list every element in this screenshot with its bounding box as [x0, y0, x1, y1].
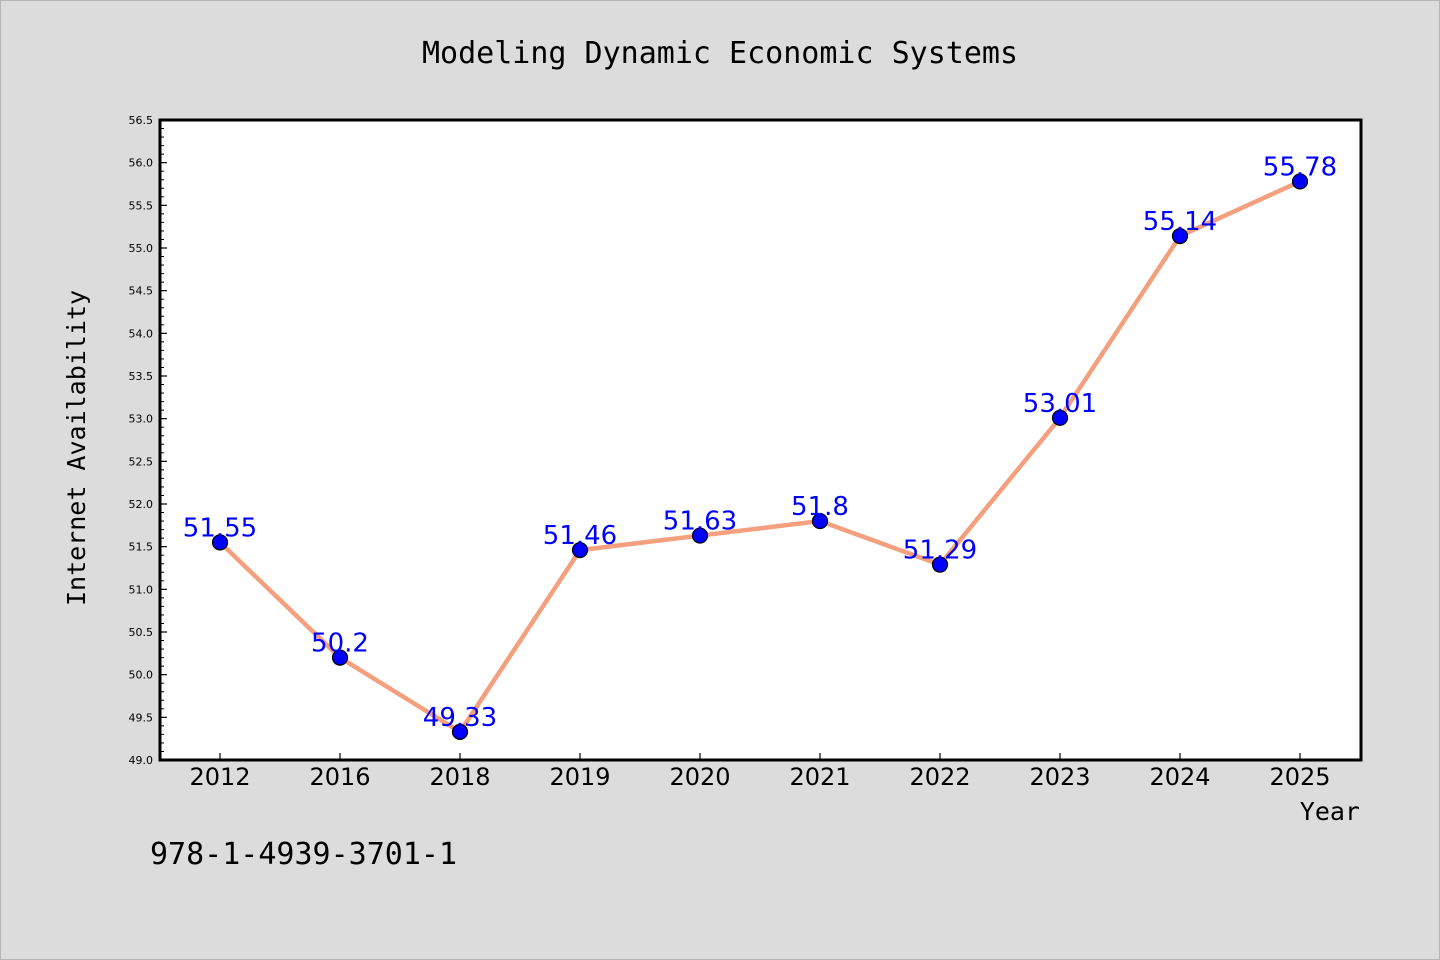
x-tick-label: 2025 [1269, 763, 1330, 791]
x-tick-label: 2022 [909, 763, 970, 791]
y-tick-label: 53.0 [129, 413, 154, 426]
y-tick-label: 51.5 [129, 541, 154, 554]
data-point-marker [931, 556, 949, 573]
data-label: 55.78 [1263, 152, 1337, 182]
x-tick-label: 2018 [429, 763, 490, 791]
data-point-marker [211, 534, 229, 551]
x-axis: 2012 2016 2018 2019 2020 2021 2022 2023 2024 2025 [189, 753, 1331, 791]
data-point-marker [691, 527, 709, 544]
data-label: 51.8 [791, 492, 849, 522]
data-point-marker [331, 649, 349, 666]
y-tick-label: 50.5 [129, 626, 154, 639]
x-tick-label: 2016 [309, 763, 370, 791]
data-series: 51.55 50.2 49.33 51.46 51.63 51.8 51.29 53.01 55… [183, 152, 1337, 740]
y-tick-label: 54.5 [129, 285, 154, 298]
y-tick-label: 49.5 [129, 711, 154, 724]
y-tick-label: 50.0 [129, 669, 154, 682]
data-label: 53.01 [1023, 389, 1097, 419]
data-point-marker [1171, 227, 1189, 245]
y-tick-label: 56.0 [129, 157, 154, 170]
y-tick-label: 52.0 [129, 498, 154, 511]
y-tick-label: 56.5 [129, 114, 154, 127]
data-point-marker [1291, 173, 1309, 190]
data-label: 50.2 [311, 629, 369, 659]
y-tick-label: 55.0 [129, 242, 154, 255]
y-tick-label: 54.0 [129, 327, 154, 340]
x-axis-label: Year [1300, 797, 1360, 826]
isbn-text: 978-1-4939-3701-1 [150, 837, 457, 872]
y-tick-label: 53.5 [129, 370, 154, 383]
x-tick-label: 2019 [549, 763, 610, 791]
data-label: 51.63 [663, 507, 737, 537]
y-tick-label: 55.5 [129, 199, 154, 212]
y-tick-label: 49.0 [129, 754, 154, 767]
data-label: 51.46 [543, 521, 617, 551]
data-point-marker [1051, 409, 1069, 426]
y-tick-label: 52.5 [129, 455, 154, 468]
x-tick-label: 2012 [189, 763, 250, 791]
y-tick-label: 51.0 [129, 583, 154, 596]
x-tick-label: 2021 [789, 763, 850, 791]
data-point-marker [451, 723, 469, 740]
data-label: 51.29 [903, 536, 977, 566]
data-label: 55.14 [1143, 207, 1217, 237]
plot-area [158, 118, 1363, 762]
data-point-marker [571, 541, 589, 559]
x-tick-label: 2020 [669, 763, 730, 791]
chart-title: Modeling Dynamic Economic Systems [422, 36, 1018, 71]
data-label: 51.55 [183, 513, 257, 543]
x-tick-label: 2023 [1029, 763, 1090, 791]
data-label: 49.33 [423, 703, 497, 733]
data-point-marker [811, 512, 829, 530]
y-axis: 49.0 49.5 50.0 50.5 51.0 51.5 52.0 52.5 53.0 53.5… [129, 114, 167, 767]
series-line [217, 179, 1303, 735]
x-tick-label: 2024 [1149, 763, 1210, 791]
y-axis-label: Internet Availability [62, 290, 91, 606]
